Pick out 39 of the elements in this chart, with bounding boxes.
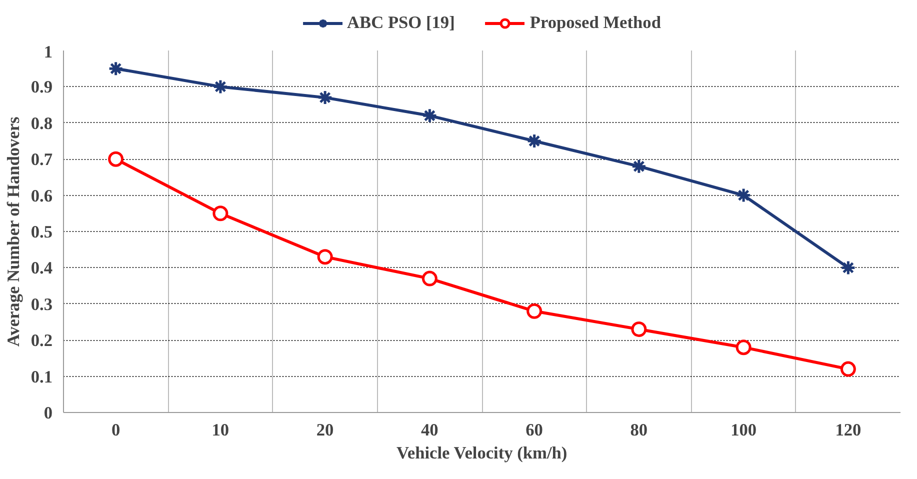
point — [631, 322, 647, 337]
y-tick-label: 0.1 — [30, 367, 53, 386]
y-tick-label: 0.7 — [30, 150, 53, 170]
x-axis-title: Vehicle Velocity (km/h) — [396, 444, 568, 462]
point — [526, 303, 542, 319]
point — [317, 249, 333, 265]
point — [631, 158, 647, 174]
x-tick-label: 10 — [212, 420, 230, 440]
x-tick-label: 0 — [111, 420, 120, 440]
y-tick-label: 0.6 — [30, 186, 53, 206]
y-tick-label: 0.4 — [30, 258, 53, 278]
point — [422, 108, 438, 124]
legend-label: ABC PSO [19] — [347, 12, 455, 32]
point — [736, 188, 752, 204]
y-tick-label: 0.2 — [30, 331, 53, 350]
y-tick-label: 0.9 — [30, 78, 53, 97]
point — [212, 78, 228, 94]
point — [840, 260, 856, 276]
x-tick-label: 20 — [316, 420, 334, 440]
y-tick-label: 1 — [44, 42, 53, 62]
point — [212, 206, 228, 222]
x-tick-label: 80 — [630, 420, 648, 440]
y-axis-title: Average Number of Handovers — [4, 116, 23, 347]
legend-label: Proposed Method — [530, 12, 661, 32]
y-tick-label: 0.8 — [30, 114, 53, 133]
point — [108, 60, 124, 76]
point — [840, 361, 856, 377]
x-tick-label: 120 — [835, 420, 862, 440]
point — [317, 90, 333, 106]
y-tick-label: 0.3 — [30, 294, 53, 314]
y-tick-label: 0.5 — [30, 222, 53, 242]
x-tick-label: 40 — [421, 420, 438, 440]
point — [422, 270, 438, 286]
x-tick-label: 100 — [730, 420, 757, 440]
point — [108, 151, 124, 167]
y-tick-label: 0 — [44, 404, 53, 422]
point — [736, 340, 752, 356]
point — [526, 133, 542, 149]
x-tick-label: 60 — [526, 420, 543, 440]
